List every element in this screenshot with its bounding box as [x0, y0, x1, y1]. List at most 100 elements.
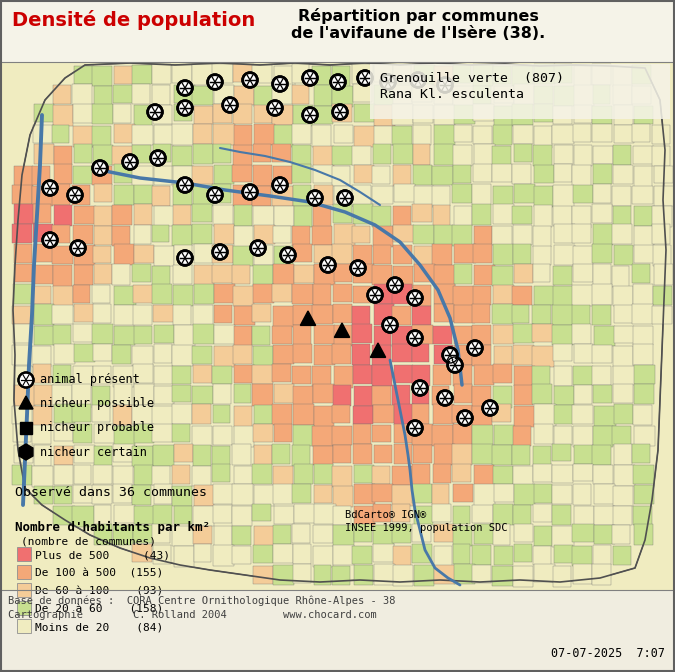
Bar — [513, 225, 532, 245]
Bar — [475, 465, 494, 485]
Bar — [554, 245, 575, 265]
Bar — [593, 264, 611, 284]
Bar — [154, 386, 173, 404]
Bar — [473, 126, 491, 144]
Bar — [572, 305, 590, 325]
Bar — [132, 405, 153, 425]
Bar — [332, 426, 352, 445]
Bar — [392, 306, 411, 325]
Circle shape — [305, 110, 315, 120]
Bar — [74, 465, 92, 484]
Bar — [533, 504, 552, 522]
Bar — [74, 144, 92, 163]
Bar — [412, 464, 430, 485]
Bar — [152, 284, 172, 304]
Bar — [472, 546, 491, 565]
Bar — [353, 444, 372, 464]
Bar — [514, 524, 533, 542]
Bar — [14, 244, 32, 263]
Circle shape — [212, 244, 228, 260]
Bar — [333, 325, 352, 347]
Bar — [414, 186, 434, 207]
Bar — [633, 405, 651, 425]
Bar — [354, 286, 372, 303]
Bar — [232, 506, 252, 526]
Bar — [474, 524, 494, 544]
Bar — [252, 545, 273, 562]
Bar — [73, 485, 94, 503]
Bar — [292, 85, 309, 103]
Bar — [232, 546, 251, 564]
Bar — [413, 124, 431, 144]
Circle shape — [413, 75, 423, 85]
Bar — [412, 364, 430, 386]
Bar — [433, 505, 451, 522]
Bar — [234, 86, 254, 105]
Bar — [614, 144, 631, 165]
Bar — [454, 345, 472, 365]
Bar — [332, 66, 350, 87]
Bar — [375, 284, 395, 304]
Circle shape — [242, 72, 258, 88]
Bar — [155, 165, 172, 185]
Bar — [434, 565, 455, 585]
Bar — [32, 346, 51, 367]
Bar — [253, 144, 271, 163]
Bar — [414, 65, 435, 85]
Bar — [493, 347, 512, 365]
Bar — [52, 184, 70, 206]
Bar — [552, 464, 573, 483]
Bar — [534, 126, 552, 148]
Bar — [172, 366, 191, 384]
Bar — [534, 85, 553, 104]
Bar — [173, 306, 191, 325]
Circle shape — [415, 383, 425, 393]
Bar — [473, 163, 492, 182]
Bar — [92, 126, 111, 147]
Bar — [132, 446, 153, 467]
Bar — [492, 446, 512, 466]
Bar — [213, 104, 232, 123]
Bar — [394, 206, 411, 228]
Bar — [213, 124, 235, 145]
Bar — [572, 224, 591, 243]
Bar — [472, 325, 491, 345]
Bar — [134, 204, 152, 225]
Bar — [492, 304, 513, 324]
Bar — [412, 404, 429, 424]
Circle shape — [367, 287, 383, 303]
Bar — [433, 366, 451, 384]
Bar — [154, 125, 173, 144]
Bar — [214, 85, 234, 103]
Bar — [213, 405, 230, 423]
Circle shape — [410, 72, 426, 88]
Bar — [132, 264, 151, 282]
Bar — [613, 506, 632, 525]
Bar — [613, 384, 633, 403]
Bar — [314, 245, 333, 263]
Bar — [274, 67, 295, 86]
Bar — [32, 166, 50, 185]
Bar — [372, 206, 391, 227]
Text: Répartition par communes: Répartition par communes — [298, 8, 539, 24]
Bar — [333, 204, 352, 224]
Circle shape — [302, 107, 318, 123]
Bar — [94, 524, 112, 545]
Bar — [434, 125, 455, 144]
Bar — [172, 65, 192, 83]
Bar — [234, 125, 252, 146]
Bar — [113, 104, 131, 122]
Bar — [612, 525, 630, 544]
Bar — [392, 326, 413, 345]
Bar — [434, 345, 454, 364]
Text: de l'avifaune de l'Isère (38).: de l'avifaune de l'Isère (38). — [292, 26, 545, 41]
Bar — [12, 345, 30, 365]
Bar — [34, 326, 55, 345]
Bar — [493, 245, 513, 265]
Bar — [114, 185, 134, 206]
Bar — [52, 304, 73, 325]
Circle shape — [467, 340, 483, 356]
Bar — [493, 523, 510, 544]
Bar — [472, 345, 491, 366]
Bar — [273, 226, 291, 243]
